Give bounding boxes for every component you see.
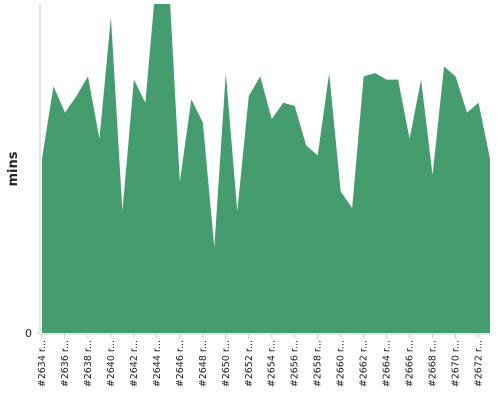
y-axis-label: mins: [6, 151, 21, 186]
x-tick-label: #2656 r...: [290, 340, 301, 387]
x-tick-label: #2646 r...: [175, 340, 186, 387]
x-tick-label: #2658 r...: [313, 340, 324, 387]
x-tick-label: #2644 r...: [152, 340, 163, 387]
x-tick-label: #2650 r...: [221, 340, 232, 387]
x-tick-label: #2668 r...: [428, 340, 439, 387]
x-tick-label: #2660 r...: [336, 340, 347, 387]
x-tick-label: #2672 r...: [474, 340, 485, 387]
x-tick-label: #2666 r...: [405, 340, 416, 387]
x-tick-label: #2636 r...: [60, 340, 71, 387]
x-tick-label: #2640 r...: [106, 340, 117, 387]
x-tick-label: #2642 r...: [129, 340, 140, 387]
area: [42, 4, 490, 333]
x-tick-label: #2648 r...: [198, 340, 209, 387]
x-tick-label: #2638 r...: [83, 340, 94, 387]
x-tick-label: #2654 r...: [267, 340, 278, 387]
y-tick-label: 0: [25, 327, 32, 340]
x-tick-label: #2634 r...: [37, 340, 48, 387]
x-tick-label: #2664 r...: [382, 340, 393, 387]
x-tick-label: #2662 r...: [359, 340, 370, 387]
x-tick-label: #2652 r...: [244, 340, 255, 387]
x-tick-label: #2670 r...: [451, 340, 462, 387]
